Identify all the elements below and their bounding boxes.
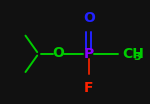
Text: F: F [84, 81, 93, 95]
Text: 3: 3 [133, 53, 141, 63]
Text: O: O [83, 11, 95, 25]
Text: P: P [84, 47, 94, 61]
Text: CH: CH [122, 47, 144, 61]
Text: O: O [52, 46, 64, 60]
